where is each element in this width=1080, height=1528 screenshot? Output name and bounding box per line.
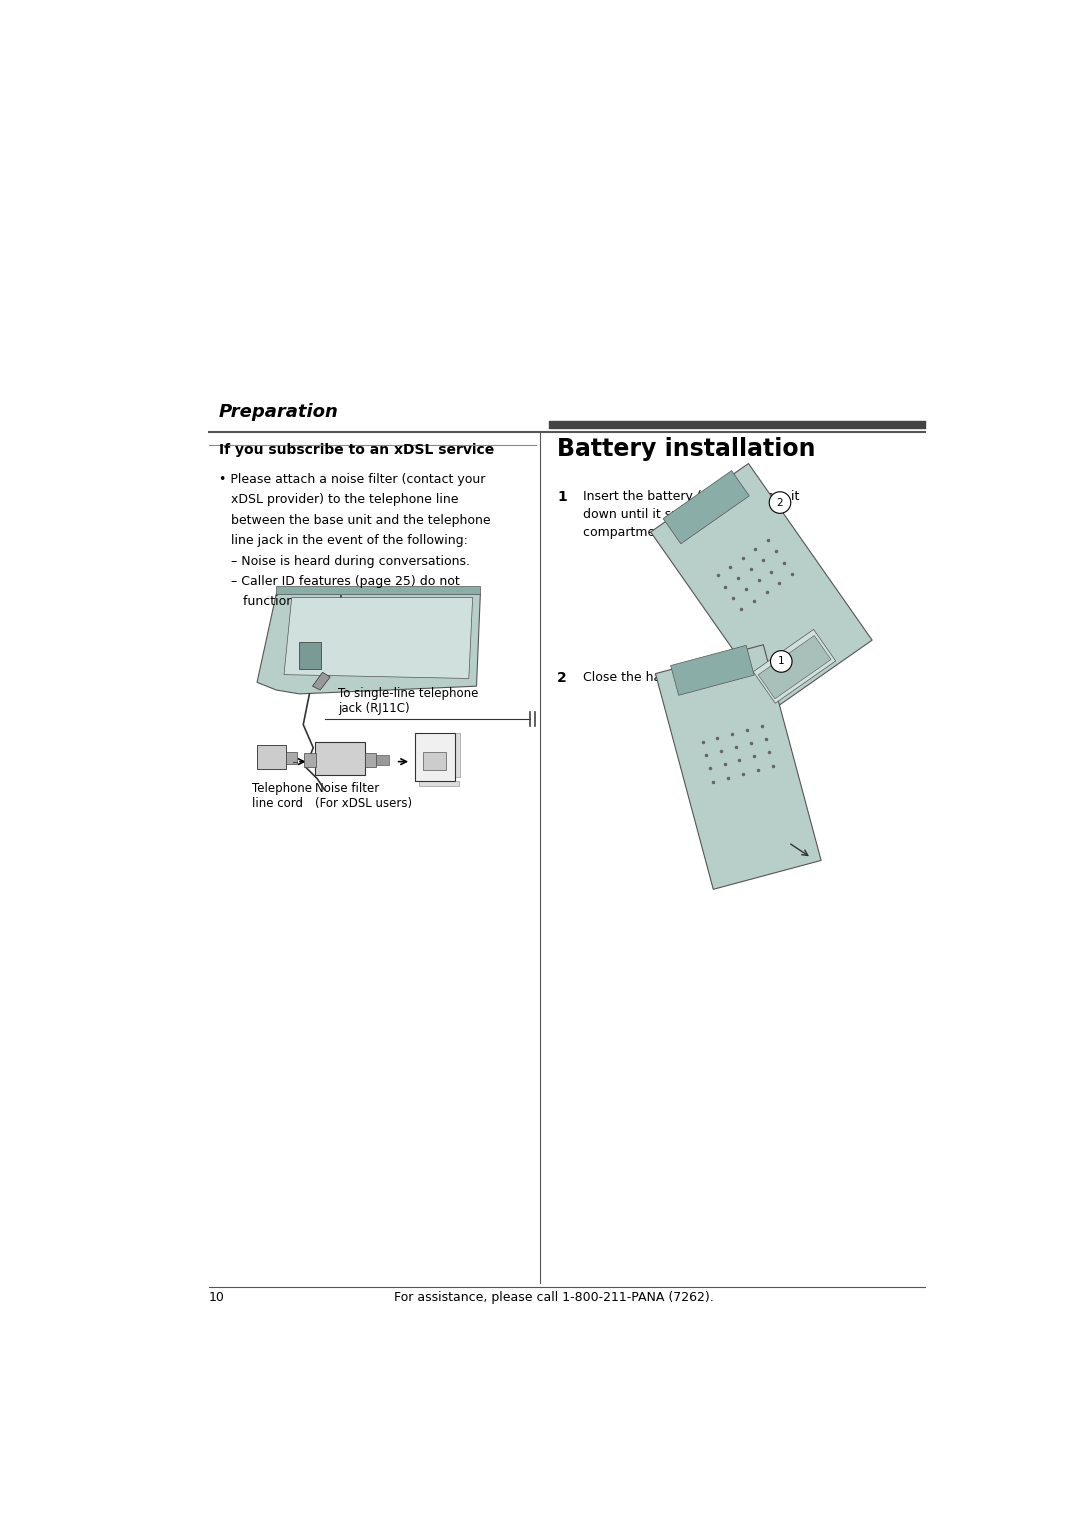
Bar — [314, 743, 365, 775]
Bar — [303, 753, 315, 767]
Polygon shape — [650, 463, 873, 709]
Text: Noise filter
(For xDSL users): Noise filter (For xDSL users) — [314, 782, 411, 810]
Circle shape — [770, 651, 792, 672]
Text: xDSL provider) to the telephone line: xDSL provider) to the telephone line — [218, 494, 458, 506]
Text: Preparation: Preparation — [218, 402, 338, 420]
Text: 10: 10 — [208, 1291, 225, 1305]
Text: between the base unit and the telephone: between the base unit and the telephone — [218, 513, 490, 527]
Text: Close the handset cover.: Close the handset cover. — [583, 671, 738, 683]
Bar — [415, 733, 455, 781]
Bar — [422, 752, 446, 770]
Text: If you subscribe to an xDSL service: If you subscribe to an xDSL service — [218, 443, 494, 457]
Polygon shape — [656, 645, 821, 889]
Polygon shape — [284, 597, 473, 678]
Text: To single-line telephone
jack (RJ11C): To single-line telephone jack (RJ11C) — [338, 686, 478, 715]
Text: • Please attach a noise filter (contact your: • Please attach a noise filter (contact … — [218, 472, 485, 486]
Text: Insert the battery (①), and press it
down until it snaps into the
compartment (②: Insert the battery (①), and press it dow… — [583, 490, 799, 539]
Polygon shape — [663, 471, 750, 544]
Polygon shape — [312, 672, 330, 691]
Text: – Caller ID features (page 25) do not: – Caller ID features (page 25) do not — [218, 575, 459, 588]
Bar — [257, 746, 286, 769]
Bar — [419, 781, 459, 785]
Polygon shape — [758, 636, 831, 698]
Bar — [365, 753, 376, 767]
Text: Telephone
line cord: Telephone line cord — [252, 782, 312, 810]
Text: Battery installation: Battery installation — [557, 437, 815, 460]
Bar — [376, 755, 390, 766]
Polygon shape — [753, 630, 836, 703]
Circle shape — [769, 492, 791, 513]
Text: 1: 1 — [557, 490, 567, 504]
Polygon shape — [276, 587, 481, 594]
Bar — [286, 752, 297, 764]
Text: 2: 2 — [777, 498, 783, 507]
Bar — [299, 642, 321, 669]
Text: 1: 1 — [778, 657, 784, 666]
Text: function properly.: function properly. — [218, 596, 352, 608]
Polygon shape — [257, 594, 481, 694]
Polygon shape — [671, 645, 754, 695]
Text: 2: 2 — [557, 671, 567, 685]
Text: line jack in the event of the following:: line jack in the event of the following: — [218, 535, 468, 547]
Bar — [455, 733, 460, 778]
Text: For assistance, please call 1-800-211-PANA (7262).: For assistance, please call 1-800-211-PA… — [393, 1291, 714, 1305]
Text: – Noise is heard during conversations.: – Noise is heard during conversations. — [218, 555, 470, 567]
